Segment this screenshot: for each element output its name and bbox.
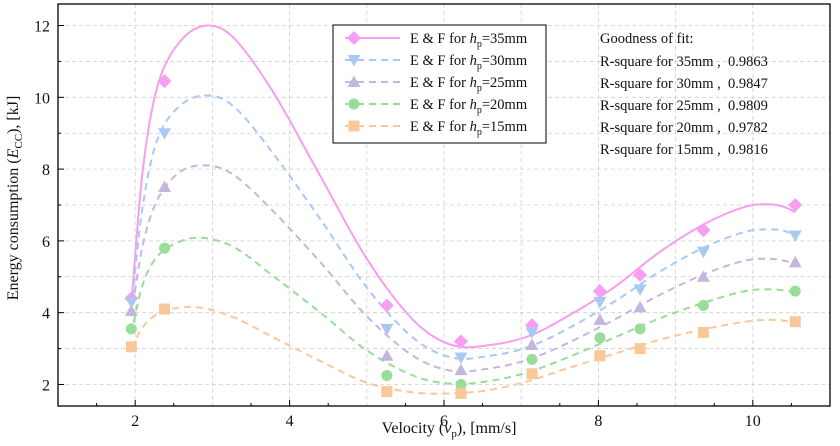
legend-label-15mm: E & F for hp=15mm xyxy=(410,119,528,138)
y-tick-label: 6 xyxy=(42,234,50,251)
fit-line-20mm xyxy=(130,236,796,385)
data-point-25mm xyxy=(696,270,710,282)
data-point-30mm xyxy=(696,246,710,259)
data-point-15mm xyxy=(526,368,538,380)
legend-marker-30mm xyxy=(347,55,361,67)
data-point-35mm xyxy=(633,267,648,282)
annotation-line-20mm: R-square for 20mm , 0.9782 xyxy=(600,120,768,136)
data-point-30mm xyxy=(525,327,539,339)
y-tick-label: 4 xyxy=(42,306,50,323)
y-tick-label: 12 xyxy=(34,19,50,36)
legend: E & F for hp=35mm E & F for hp=30mm E & F … xyxy=(332,24,547,144)
data-point-15mm xyxy=(455,387,467,399)
data-point-15mm xyxy=(159,303,171,315)
legend-label-25mm: E & F for hp=25mm xyxy=(410,75,528,94)
x-tick-label: 10 xyxy=(745,413,761,430)
data-point-25mm xyxy=(158,180,172,193)
data-point-20mm xyxy=(455,378,467,390)
annotation-line-35mm: R-square for 35mm , 0.9863 xyxy=(600,54,768,70)
data-point-35mm xyxy=(696,223,711,238)
legend-marker-25mm xyxy=(347,75,361,87)
data-point-15mm xyxy=(789,316,801,328)
x-axis-label: Velocity (vp), [mm/s] xyxy=(382,420,517,440)
legend-label-30mm: E & F for hp=30mm xyxy=(410,53,528,72)
data-point-20mm xyxy=(381,369,393,381)
data-point-20mm xyxy=(125,323,137,335)
fit-line-35mm xyxy=(130,24,796,349)
y-tick-label: 2 xyxy=(42,377,50,394)
legend-marker-35mm xyxy=(347,31,361,45)
x-tick-label: 6 xyxy=(440,413,448,430)
legend-label-20mm: E & F for hp=20mm xyxy=(410,97,528,116)
data-point-25mm xyxy=(633,300,647,313)
fit-lines xyxy=(130,24,796,395)
legend-marker-15mm xyxy=(348,120,360,132)
data-point-20mm xyxy=(526,353,538,365)
legend-label-35mm: E & F for hp=35mm xyxy=(410,31,528,50)
data-point-20mm xyxy=(789,285,801,297)
data-point-30mm xyxy=(788,230,802,243)
data-point-30mm xyxy=(633,284,647,296)
data-point-15mm xyxy=(634,343,646,355)
goodness-of-fit-annotation: Goodness of fit: R-square for 35mm , 0.9… xyxy=(600,31,768,158)
data-point-30mm xyxy=(593,296,607,309)
data-point-20mm xyxy=(594,332,606,344)
data-point-15mm xyxy=(697,326,709,338)
data-point-30mm xyxy=(158,128,172,140)
y-axis-label: Energy consumption (ECC), [kJ] xyxy=(5,96,25,301)
data-point-30mm xyxy=(454,352,468,365)
data-point-25mm xyxy=(593,313,607,325)
data-point-20mm xyxy=(697,300,709,311)
annotation-line-15mm: R-square for 15mm , 0.9816 xyxy=(600,142,768,158)
y-tick-label: 10 xyxy=(34,90,50,107)
fit-line-25mm xyxy=(130,164,796,373)
fit-line-30mm xyxy=(130,94,796,360)
x-tick-label: 4 xyxy=(286,413,294,430)
data-point-35mm xyxy=(379,298,394,313)
data-point-30mm xyxy=(124,296,138,309)
data-point-35mm xyxy=(157,74,172,89)
x-tick-label: 2 xyxy=(131,413,139,430)
data-point-25mm xyxy=(380,349,394,361)
data-point-20mm xyxy=(159,242,171,254)
data-point-35mm xyxy=(592,284,607,299)
annotation-line-30mm: R-square for 30mm , 0.9847 xyxy=(600,76,768,92)
y-tick-label: 8 xyxy=(42,162,50,179)
fit-line-15mm xyxy=(130,305,796,395)
data-point-25mm xyxy=(454,363,468,376)
x-tick-label: 8 xyxy=(594,413,602,430)
legend-marker-20mm xyxy=(348,98,360,110)
data-point-35mm xyxy=(788,198,803,212)
axes: 2 4 6 8 10 2 4 6 8 10 12 xyxy=(34,19,792,430)
data-point-20mm xyxy=(634,323,646,335)
annotation-title: Goodness of fit: xyxy=(600,31,693,47)
data-point-25mm xyxy=(788,255,802,268)
legend-box xyxy=(332,24,547,144)
data-point-15mm xyxy=(125,341,137,353)
data-point-30mm xyxy=(380,323,394,336)
annotation-line-25mm: R-square for 25mm , 0.9809 xyxy=(600,98,768,114)
data-point-25mm xyxy=(525,338,539,350)
data-point-15mm xyxy=(381,386,393,398)
data-markers xyxy=(124,74,803,399)
data-point-35mm xyxy=(453,334,468,349)
data-point-15mm xyxy=(594,350,606,362)
data-point-25mm xyxy=(124,304,138,316)
